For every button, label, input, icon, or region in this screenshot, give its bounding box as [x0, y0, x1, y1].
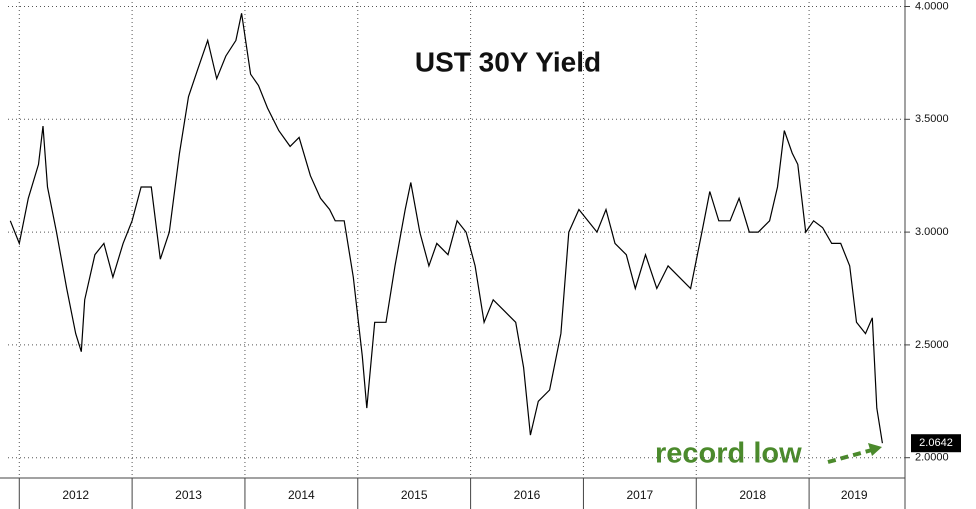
y-tick-label: 3.0000: [915, 226, 949, 238]
x-tick-label: 2016: [514, 488, 541, 502]
last-value-box: [911, 434, 961, 453]
y-tick-label: 2.0000: [915, 452, 949, 464]
y-tick-label: 2.5000: [915, 339, 949, 351]
y-tick-label: 4.0000: [915, 0, 949, 12]
yield-line: [9, 13, 883, 444]
y-tick-label: 3.5000: [915, 113, 949, 125]
annotation: record low: [655, 438, 802, 470]
x-tick-label: 2013: [175, 488, 202, 502]
chart-title: UST 30Y Yield: [415, 46, 601, 77]
x-tick-label: 2014: [288, 488, 315, 502]
x-tick-label: 2017: [626, 488, 653, 502]
x-tick-label: 2012: [62, 488, 89, 502]
x-tick-label: 2019: [841, 488, 868, 502]
x-tick-label: 2015: [401, 488, 428, 502]
arrow-head: [868, 443, 882, 456]
last-value-label: 2.0642: [919, 437, 953, 449]
annotation-arrow: [827, 448, 873, 464]
x-tick-label: 2018: [739, 488, 766, 502]
